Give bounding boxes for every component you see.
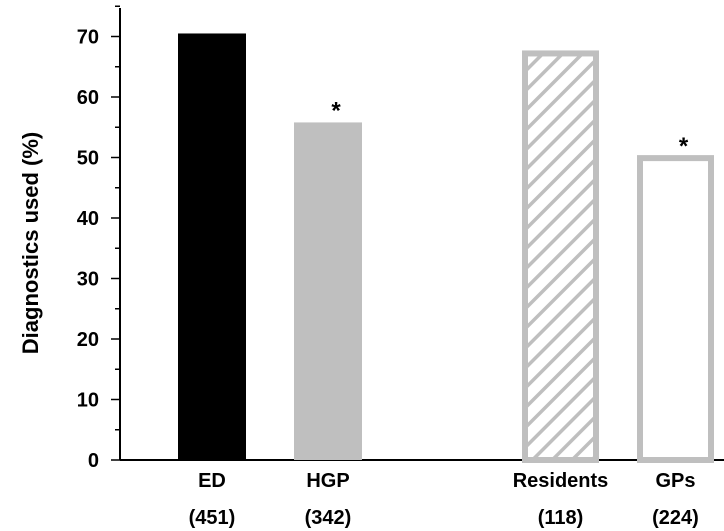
category-count-ed: (451) [189, 507, 236, 529]
y-tick-label: 40 [77, 208, 99, 230]
y-tick-label: 10 [77, 390, 99, 412]
bar-residents [522, 50, 599, 463]
chart-axes: 0 10 20 30 40 50 60 70 [77, 5, 724, 472]
y-axis-title: Diagnostics used (%) [18, 132, 43, 354]
significance-marker-hgp: * [331, 97, 341, 124]
y-tick-label: 20 [77, 329, 99, 351]
chart-bars [178, 33, 714, 463]
y-tick-label: 30 [77, 269, 99, 291]
category-label-residents: Residents [513, 470, 609, 492]
category-count-hgp: (342) [305, 507, 352, 529]
y-tick-label: 70 [77, 27, 99, 49]
category-label-hgp: HGP [306, 470, 349, 492]
chart-labels: ED (451) HGP (342) * Residents (118) GPs (224) * [189, 97, 699, 529]
y-tick-label: 50 [77, 148, 99, 170]
category-label-ed: ED [198, 470, 226, 492]
bar-hgp [294, 122, 362, 460]
y-tick-label: 0 [88, 450, 99, 472]
significance-marker-gps: * [679, 133, 689, 160]
y-tick-label: 60 [77, 87, 99, 109]
bar-ed [178, 33, 246, 460]
category-count-gps: (224) [652, 507, 699, 529]
bar-gps [637, 155, 714, 463]
category-count-residents: (118) [538, 507, 584, 529]
category-label-gps: GPs [655, 470, 695, 492]
